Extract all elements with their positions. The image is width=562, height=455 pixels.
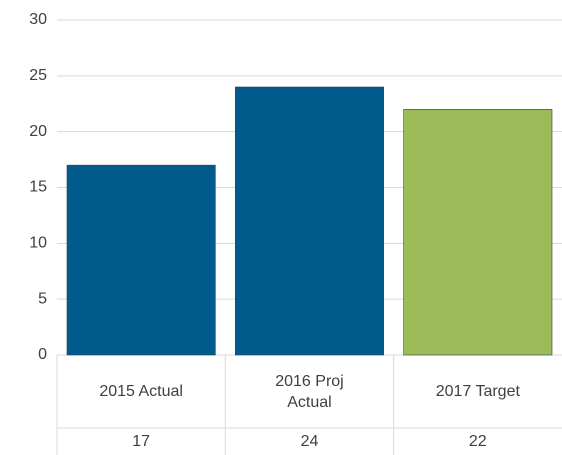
table-value: 17 (57, 428, 225, 455)
table-value-text: 22 (468, 433, 487, 450)
table-value: 22 (394, 428, 562, 455)
table-value: 24 (225, 428, 393, 455)
category-label: 2017 Target (394, 355, 562, 428)
y-tick-label: 10 (29, 235, 47, 252)
y-tick-label: 15 (29, 179, 47, 196)
category-label: 2016 Proj Actual (225, 355, 393, 428)
bar (235, 86, 384, 356)
y-tick-label: 5 (38, 290, 47, 307)
y-tick-label: 0 (38, 346, 47, 363)
category-label-text: 2016 Proj Actual (275, 372, 344, 411)
bar (66, 164, 216, 356)
y-tick-label: 25 (29, 67, 47, 84)
category-label: 2015 Actual (57, 355, 225, 428)
category-label-text: 2017 Target (435, 383, 520, 400)
y-tick-label: 20 (29, 123, 47, 140)
bar (403, 109, 553, 356)
category-label-text: 2015 Actual (99, 383, 183, 400)
y-tick-label: 30 (29, 11, 47, 28)
table-value-text: 17 (132, 433, 151, 450)
table-value-text: 24 (300, 433, 319, 450)
